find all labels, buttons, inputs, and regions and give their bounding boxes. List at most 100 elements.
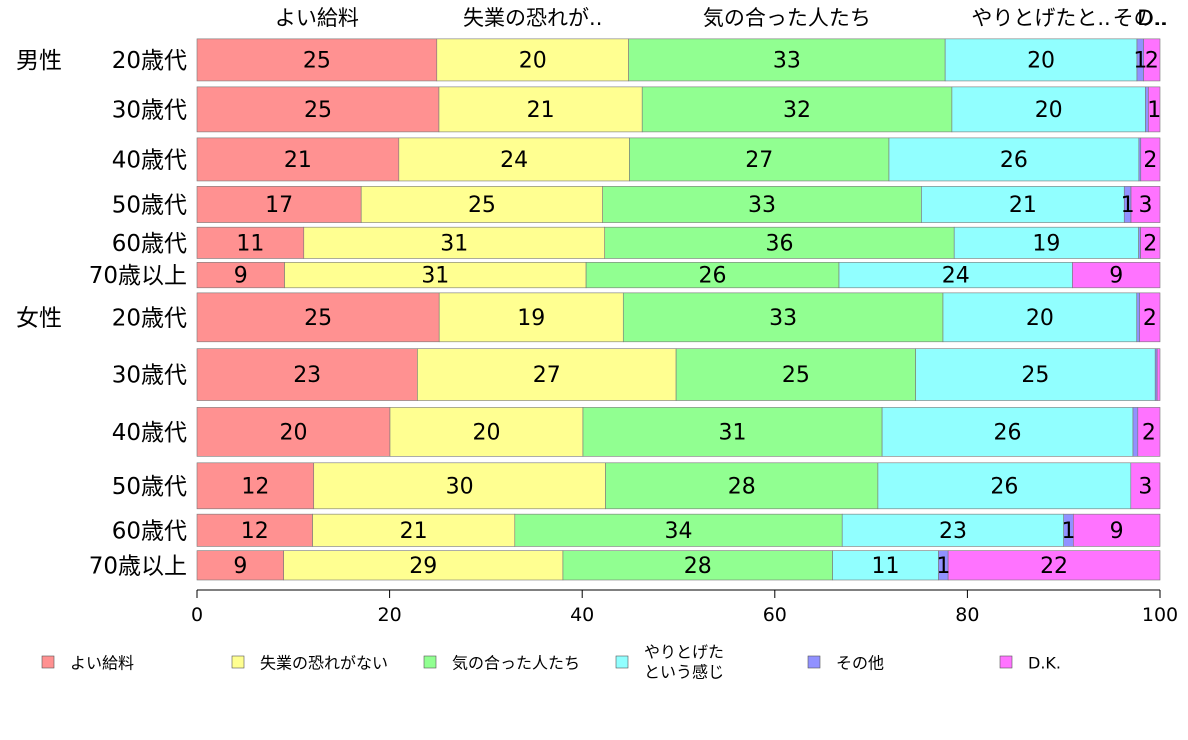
- data-label: 34: [665, 519, 693, 544]
- data-label: 23: [939, 519, 967, 544]
- legend-swatch: [616, 656, 628, 668]
- legend-swatch: [424, 656, 436, 668]
- bar-segment: [1137, 293, 1140, 342]
- bar-segment: [1133, 407, 1138, 456]
- data-label: 21: [400, 519, 428, 544]
- x-tick-label: 60: [763, 604, 787, 626]
- y-tick-label: 30歳代: [112, 97, 187, 123]
- y-tick-label: 30歳代: [112, 363, 187, 389]
- data-label: 31: [440, 231, 468, 256]
- data-label: 1: [1062, 519, 1076, 544]
- data-label: 25: [1021, 363, 1049, 388]
- top-series-label: よい給料: [275, 6, 359, 30]
- top-series-label: やりとげたと..: [971, 6, 1110, 30]
- data-label: 2: [1145, 48, 1159, 73]
- data-label: 25: [303, 48, 331, 73]
- data-label: 30: [446, 474, 474, 499]
- data-label: 11: [872, 554, 900, 579]
- chart-svg: 25 20 33 20 1225 21 32 20 121 24 27 26 217 25 33 21 1 311…: [0, 0, 1188, 736]
- top-series-label: 失業の恐れが..: [463, 6, 602, 30]
- y-tick-label: 60歳代: [112, 518, 187, 544]
- data-label: 25: [304, 306, 332, 331]
- legend-swatch: [232, 656, 244, 668]
- y-tick-label: 20歳代: [112, 305, 187, 331]
- data-label: 1: [1147, 98, 1161, 123]
- data-label: 24: [500, 148, 528, 173]
- y-tick-label: 50歳代: [112, 192, 187, 218]
- data-label: 2: [1143, 306, 1157, 331]
- data-label: 20: [279, 420, 307, 445]
- legend-label: 気の合った人たち: [452, 654, 580, 673]
- data-label: 25: [304, 98, 332, 123]
- data-label: 31: [719, 420, 747, 445]
- data-label: 19: [1032, 231, 1060, 256]
- data-label: 24: [942, 264, 970, 289]
- top-series-label: D..: [1137, 6, 1167, 30]
- data-label: 9: [1109, 264, 1123, 289]
- y-tick-label: 20歳代: [112, 48, 187, 74]
- data-label: 2: [1142, 420, 1156, 445]
- data-label: 33: [773, 48, 801, 73]
- group-label: 女性: [16, 305, 62, 331]
- y-tick-label: 70歳以上: [89, 553, 187, 579]
- y-tick-label: 60歳代: [112, 231, 187, 257]
- data-label: 26: [699, 264, 727, 289]
- data-label: 20: [472, 420, 500, 445]
- y-tick-label: 70歳以上: [89, 263, 187, 289]
- stacked-bar-chart: 25 20 33 20 1 2 25 21 32 20 1 21 24 27 26 2 17 25 33 21 1 3 11…: [0, 0, 1188, 736]
- x-tick-label: 0: [191, 604, 203, 626]
- data-label: 33: [748, 193, 776, 218]
- legend-label: という感じ: [644, 663, 724, 682]
- data-label: 21: [1009, 193, 1037, 218]
- y-tick-label: 40歳代: [112, 420, 187, 446]
- x-tick-label: 40: [570, 604, 594, 626]
- data-label: 28: [684, 554, 712, 579]
- group-label: 男性: [16, 48, 62, 74]
- legend-label: やりとげた: [644, 643, 724, 662]
- data-label: 26: [1000, 148, 1028, 173]
- data-label: 20: [1026, 306, 1054, 331]
- legend-label: その他: [836, 654, 884, 673]
- data-label: 11: [236, 231, 264, 256]
- data-label: 19: [517, 306, 545, 331]
- data-label: 21: [284, 148, 312, 173]
- x-tick-label: 20: [378, 604, 402, 626]
- data-label: 22: [1040, 554, 1068, 579]
- top-series-label: 気の合った人たち: [703, 6, 871, 30]
- data-label: 26: [990, 474, 1018, 499]
- legend-swatch: [1000, 656, 1012, 668]
- data-label: 27: [745, 148, 773, 173]
- legend-label: 失業の恐れがない: [260, 654, 388, 673]
- bar-segment: [1157, 349, 1160, 401]
- legend-swatch: [42, 656, 54, 668]
- data-label: 20: [1035, 98, 1063, 123]
- data-label: 31: [421, 264, 449, 289]
- data-label: 9: [1110, 519, 1124, 544]
- data-label: 25: [468, 193, 496, 218]
- data-label: 17: [265, 193, 293, 218]
- data-label: 29: [409, 554, 437, 579]
- data-label: 33: [769, 306, 797, 331]
- data-label: 32: [783, 98, 811, 123]
- legend-label: D.K.: [1028, 654, 1061, 673]
- data-label: 36: [765, 231, 793, 256]
- legend-swatch: [808, 656, 820, 668]
- data-label: 9: [233, 554, 247, 579]
- x-tick-label: 100: [1142, 604, 1178, 626]
- data-label: 27: [533, 363, 561, 388]
- y-tick-label: 50歳代: [112, 474, 187, 500]
- data-label: 28: [728, 474, 756, 499]
- data-label: 25: [782, 363, 810, 388]
- data-label: 21: [527, 98, 555, 123]
- data-label: 3: [1139, 193, 1153, 218]
- data-label: 3: [1138, 474, 1152, 499]
- x-tick-label: 80: [955, 604, 979, 626]
- data-label: 23: [293, 363, 321, 388]
- legend-label: よい給料: [70, 654, 134, 673]
- data-label: 2: [1143, 148, 1157, 173]
- data-label: 20: [519, 48, 547, 73]
- data-label: 12: [241, 519, 269, 544]
- data-label: 2: [1143, 231, 1157, 256]
- data-label: 12: [241, 474, 269, 499]
- data-label: 20: [1027, 48, 1055, 73]
